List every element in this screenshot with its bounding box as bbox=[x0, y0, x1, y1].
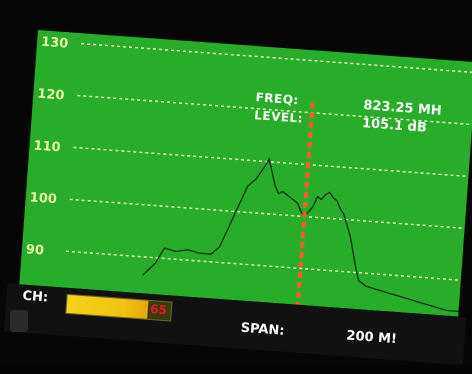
y-tick-label: 100 bbox=[29, 190, 57, 207]
span-value: 200 M! bbox=[345, 328, 398, 348]
channel-value: 65 bbox=[149, 301, 168, 318]
channel-meter: 65 bbox=[65, 293, 173, 322]
channel-meter-fill bbox=[66, 294, 149, 319]
spectrum-trace bbox=[142, 157, 459, 312]
grid-line bbox=[69, 198, 465, 230]
span-label: SPAN: bbox=[240, 320, 285, 339]
spectrum-chart: 130 120 110 100 90 bbox=[25, 35, 472, 312]
y-tick-label: 120 bbox=[37, 87, 65, 104]
y-tick-label: 90 bbox=[25, 242, 44, 258]
y-tick-label: 110 bbox=[33, 138, 61, 155]
y-tick-label: 130 bbox=[41, 35, 69, 52]
grid-line bbox=[81, 42, 472, 74]
spectrum-plot: 130 120 110 100 90 FREQ: LEVEL: 823.25 MH 10… bbox=[19, 30, 472, 317]
frequency-marker[interactable] bbox=[295, 102, 315, 305]
analyzer-screen: 130 120 110 100 90 FREQ: LEVEL: 823.25 MH 10… bbox=[3, 30, 472, 373]
grid-line bbox=[65, 250, 461, 281]
analyzer-device: 130 120 110 100 90 FREQ: LEVEL: 823.25 MH 10… bbox=[3, 30, 472, 365]
grid-line bbox=[73, 146, 469, 178]
bezel-button-icon[interactable] bbox=[10, 310, 28, 332]
channel-label: CH: bbox=[21, 288, 49, 306]
